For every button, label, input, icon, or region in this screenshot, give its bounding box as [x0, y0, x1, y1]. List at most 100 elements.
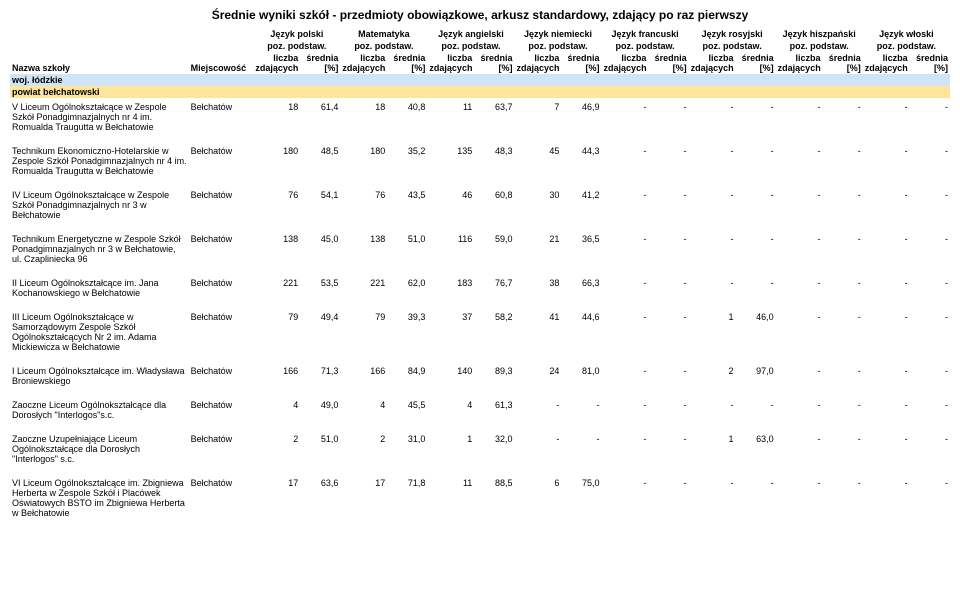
- value-cell: 84,9: [387, 362, 427, 396]
- value-cell: 11: [427, 474, 474, 528]
- value-cell: -: [648, 186, 688, 230]
- value-cell: 180: [340, 142, 387, 186]
- page-title: Średnie wyniki szkół - przedmioty obowią…: [10, 8, 950, 22]
- value-cell: 46,0: [735, 308, 775, 362]
- value-cell: -: [735, 186, 775, 230]
- value-cell: -: [823, 274, 863, 308]
- count-header: liczba zdających: [776, 52, 823, 74]
- value-cell: 79: [253, 308, 300, 362]
- table-row: Zaoczne Uzupełniające Liceum Ogólnokszta…: [10, 430, 950, 474]
- level-header: poz. podstaw.: [340, 40, 427, 52]
- city-cell: Bełchatów: [189, 186, 254, 230]
- level-header: poz. podstaw.: [427, 40, 514, 52]
- value-cell: 17: [253, 474, 300, 528]
- value-cell: 140: [427, 362, 474, 396]
- value-cell: 135: [427, 142, 474, 186]
- value-cell: -: [689, 274, 736, 308]
- value-cell: -: [863, 230, 910, 274]
- value-cell: 116: [427, 230, 474, 274]
- value-cell: 138: [340, 230, 387, 274]
- level-header: poz. podstaw.: [689, 40, 776, 52]
- value-cell: 63,0: [735, 430, 775, 474]
- value-cell: -: [823, 98, 863, 142]
- value-cell: 2: [253, 430, 300, 474]
- table-row: IV Liceum Ogólnokształcące w Zespole Szk…: [10, 186, 950, 230]
- value-cell: 63,6: [300, 474, 340, 528]
- value-cell: 45,0: [300, 230, 340, 274]
- city-cell: Bełchatów: [189, 98, 254, 142]
- table-body: woj. łódzkiepowiat bełchatowskiV Liceum …: [10, 74, 950, 528]
- value-cell: -: [823, 474, 863, 528]
- value-cell: 2: [340, 430, 387, 474]
- value-cell: -: [776, 430, 823, 474]
- level-header: poz. podstaw.: [514, 40, 601, 52]
- subject-header: Język polski: [253, 28, 340, 40]
- value-cell: -: [823, 142, 863, 186]
- value-cell: 54,1: [300, 186, 340, 230]
- value-cell: 41: [514, 308, 561, 362]
- value-cell: -: [823, 186, 863, 230]
- value-cell: -: [735, 230, 775, 274]
- value-cell: -: [514, 396, 561, 430]
- value-cell: 66,3: [561, 274, 601, 308]
- value-cell: 51,0: [300, 430, 340, 474]
- value-cell: -: [735, 474, 775, 528]
- value-cell: 51,0: [387, 230, 427, 274]
- value-cell: -: [648, 474, 688, 528]
- subject-header: Język hiszpański: [776, 28, 863, 40]
- value-cell: -: [863, 430, 910, 474]
- table-row: III Liceum Ogólnokształcące w Samorządow…: [10, 308, 950, 362]
- value-cell: 61,3: [474, 396, 514, 430]
- school-name-cell: I Liceum Ogólnokształcące im. Władysława…: [10, 362, 189, 396]
- value-cell: -: [735, 98, 775, 142]
- value-cell: 44,3: [561, 142, 601, 186]
- value-cell: -: [910, 474, 950, 528]
- value-cell: 48,3: [474, 142, 514, 186]
- subject-header: Matematyka: [340, 28, 427, 40]
- table-row: VI Liceum Ogólnokształcące im. Zbigniewa…: [10, 474, 950, 528]
- value-cell: 6: [514, 474, 561, 528]
- avg-header: średnia [%]: [910, 52, 950, 74]
- value-cell: -: [863, 274, 910, 308]
- value-cell: 36,5: [561, 230, 601, 274]
- value-cell: -: [776, 186, 823, 230]
- value-cell: -: [689, 474, 736, 528]
- value-cell: 41,2: [561, 186, 601, 230]
- value-cell: -: [823, 362, 863, 396]
- value-cell: -: [735, 142, 775, 186]
- level-header: poz. podstaw.: [863, 40, 950, 52]
- value-cell: 18: [253, 98, 300, 142]
- school-name-cell: Zaoczne Liceum Ogólnokształcące dla Doro…: [10, 396, 189, 430]
- value-cell: 4: [253, 396, 300, 430]
- value-cell: 37: [427, 308, 474, 362]
- school-name-cell: Technikum Energetyczne w Zespole Szkół P…: [10, 230, 189, 274]
- value-cell: -: [735, 396, 775, 430]
- value-cell: -: [689, 396, 736, 430]
- value-cell: 63,7: [474, 98, 514, 142]
- value-cell: -: [910, 230, 950, 274]
- value-cell: 138: [253, 230, 300, 274]
- value-cell: -: [648, 98, 688, 142]
- subject-header: Język francuski: [602, 28, 689, 40]
- value-cell: -: [648, 308, 688, 362]
- col-city-header: Miejscowość: [189, 28, 254, 74]
- value-cell: -: [776, 362, 823, 396]
- value-cell: 88,5: [474, 474, 514, 528]
- value-cell: 183: [427, 274, 474, 308]
- value-cell: -: [689, 186, 736, 230]
- value-cell: 32,0: [474, 430, 514, 474]
- value-cell: -: [648, 362, 688, 396]
- value-cell: -: [863, 474, 910, 528]
- city-cell: Bełchatów: [189, 142, 254, 186]
- value-cell: -: [910, 274, 950, 308]
- count-header: liczba zdających: [602, 52, 649, 74]
- value-cell: 4: [427, 396, 474, 430]
- value-cell: -: [602, 308, 649, 362]
- value-cell: 18: [340, 98, 387, 142]
- value-cell: -: [602, 362, 649, 396]
- value-cell: -: [863, 98, 910, 142]
- count-header: liczba zdających: [340, 52, 387, 74]
- value-cell: -: [689, 98, 736, 142]
- value-cell: 79: [340, 308, 387, 362]
- value-cell: 166: [253, 362, 300, 396]
